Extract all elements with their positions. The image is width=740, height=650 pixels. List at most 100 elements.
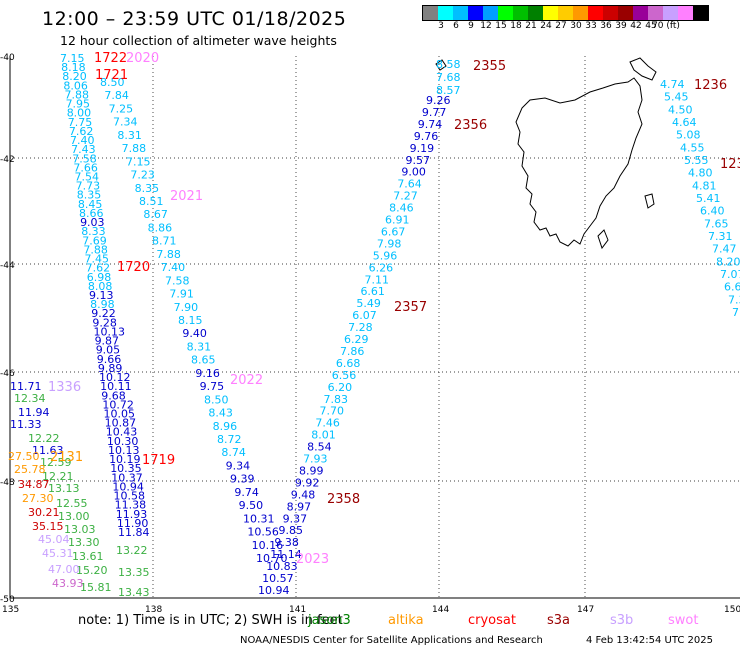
wave-height-label: 8.31 — [117, 129, 142, 142]
wave-height-label: 8.86 — [148, 221, 173, 234]
wave-height-label: 8.71 — [152, 235, 177, 248]
wave-height-label: 10.13 — [108, 444, 140, 457]
wave-height-label: 13.61 — [72, 550, 104, 563]
wave-height-label: 9.38 — [274, 536, 299, 549]
wave-height-label: 8.06 — [63, 79, 88, 92]
wave-height-label: 7.07 — [720, 268, 740, 281]
wave-height-label: 7.66 — [73, 161, 98, 174]
wave-height-label: 9.68 — [101, 389, 126, 402]
wave-height-label: 6.67 — [381, 225, 406, 238]
wave-height-label: 7.75 — [68, 116, 93, 129]
wave-height-label: 4.55 — [680, 141, 705, 154]
wave-height-label: 8.46 — [389, 202, 414, 215]
lon-label: 138 — [145, 605, 162, 615]
wave-height-label: 10.37 — [111, 471, 143, 484]
wave-height-label: 7.27 — [393, 190, 418, 203]
lon-label: 150 — [724, 605, 740, 615]
colorbar-tick: 9 — [468, 21, 474, 31]
wave-height-label: 9.00 — [401, 166, 426, 179]
pass-time-label: 2021 — [170, 189, 203, 204]
pass-time-label: 1336 — [48, 380, 81, 395]
wave-height-label: 7.64 — [397, 178, 422, 191]
wave-height-label: 10.94 — [112, 480, 144, 493]
wave-height-label: 10.83 — [266, 560, 298, 573]
colorbar-tick: 21 — [525, 21, 537, 31]
colorbar-swatch — [423, 6, 438, 20]
wave-height-label: 9.28 — [92, 316, 117, 329]
wave-height-label: 8.98 — [90, 298, 115, 311]
colorbar-tick: 45 — [645, 21, 657, 31]
colorbar-swatch — [498, 6, 513, 20]
wave-height-label: 7.54 — [75, 171, 100, 184]
wave-height-label: 9.50 — [239, 499, 264, 512]
wave-height-label: 6.20 — [328, 381, 353, 394]
wave-height-label: 8.20 — [716, 255, 740, 268]
wave-height-label: 7.70 — [319, 405, 344, 418]
pass-time-label: 123 — [720, 157, 740, 172]
wave-height-label: 10.58 — [114, 490, 145, 503]
wave-height-label: 9.66 — [97, 353, 122, 366]
satellite-legend-item: jason3 — [308, 613, 351, 628]
wave-height-label: 9.48 — [291, 488, 316, 501]
wave-height-label: 6.61 — [360, 285, 385, 298]
wave-height-label: 9.03 — [80, 216, 105, 229]
wave-height-label: 8.50 — [100, 76, 125, 89]
wave-height-label: 27.30 — [22, 492, 54, 505]
wave-height-label: 9.34 — [226, 459, 251, 472]
wave-height-label: 11.63 — [32, 444, 64, 457]
wave-height-label: 7.47 — [712, 243, 737, 256]
wave-height-label: 7.86 — [340, 345, 365, 358]
colorbar-swatch — [438, 6, 453, 20]
satellite-legend-item: swot — [668, 613, 699, 628]
wave-height-label: 45.31 — [42, 547, 74, 560]
colorbar-tick: 39 — [615, 21, 627, 31]
wave-height-label: 7.88 — [156, 248, 181, 261]
wave-height-label: 4.81 — [692, 179, 717, 192]
pass-time-label: 2356 — [454, 118, 487, 133]
flinders-island-coastline — [629, 57, 657, 81]
wave-height-label: 7.40 — [161, 261, 186, 274]
wave-height-label: 9.92 — [295, 476, 320, 489]
wave-height-label: 10.30 — [107, 435, 139, 448]
wave-height-label: 7.62 — [86, 262, 111, 275]
wave-height-label: 6.26 — [369, 261, 394, 274]
wave-height-label: 15.20 — [76, 564, 108, 577]
satellite-legend-item: s3b — [610, 613, 634, 628]
wave-height-label: 10.19 — [109, 453, 141, 466]
wave-height-label: 9.87 — [95, 335, 120, 348]
wave-height-label: 11.14 — [270, 548, 302, 561]
lon-label: 135 — [2, 605, 19, 615]
pass-time-label: 1722 — [94, 51, 127, 66]
colorbar-swatch — [513, 6, 528, 20]
lon-axis-labels: 135 138 141 144 147 150 — [2, 605, 740, 615]
wave-height-label: 8.31 — [187, 340, 212, 353]
colorbar-tick: 3 — [438, 21, 444, 31]
wave-height-label: 10.43 — [106, 426, 138, 439]
wave-height-label: 7.46 — [315, 417, 340, 430]
lat-label: -44 — [0, 261, 15, 271]
wave-height-label: 8.72 — [217, 433, 242, 446]
wave-height-label: 7.68 — [436, 71, 461, 84]
wave-height-label: 5.55 — [684, 154, 709, 167]
wave-height-label: 25.78 — [14, 463, 46, 476]
lon-label: 147 — [577, 605, 594, 615]
wave-height-label: 9.74 — [234, 486, 258, 499]
wave-height-label: 9.19 — [410, 142, 435, 155]
colorbar-swatch — [573, 6, 588, 20]
wave-height-label: 5.41 — [696, 192, 721, 205]
generated-timestamp: 4 Feb 13:42:54 UTC 2025 — [586, 635, 713, 646]
wave-height-label: 10.87 — [105, 417, 137, 430]
wave-height-label: 9.37 — [283, 512, 308, 525]
wave-height-label: 8.67 — [143, 208, 168, 221]
satellite-legend-item: altika — [388, 613, 424, 628]
wave-height-label: 8.18 — [61, 61, 86, 74]
wave-height-label: 9.76 — [414, 130, 439, 143]
pass-time-label: 1721 — [95, 68, 128, 83]
wave-height-label: 7.91 — [169, 288, 194, 301]
colorbar-swatch — [678, 6, 693, 20]
wave-height-label: 8.57 — [436, 84, 461, 97]
wave-height-label: 11.90 — [117, 517, 149, 530]
lat-label: -40 — [0, 53, 15, 63]
wave-height-label: 11.94 — [18, 406, 50, 419]
